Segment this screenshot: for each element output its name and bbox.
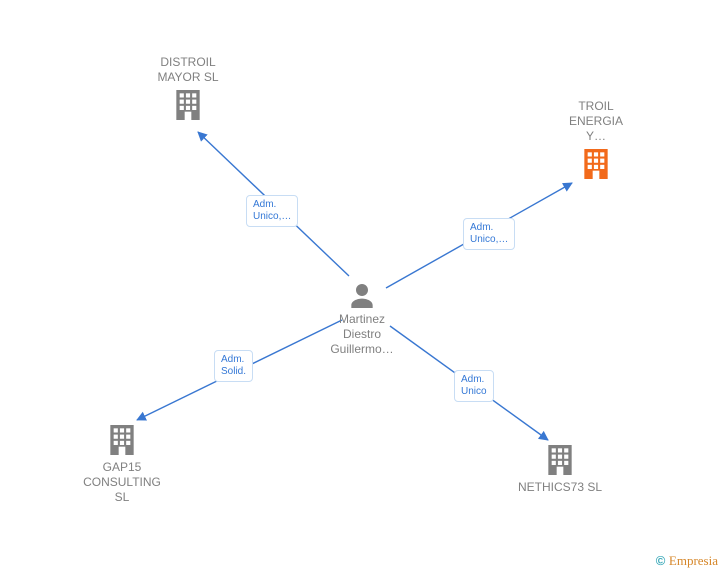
building-icon <box>540 440 580 480</box>
edge-label-distroil: Adm. Unico,… <box>246 195 298 227</box>
copyright-symbol: © <box>656 553 666 568</box>
building-icon <box>168 85 208 125</box>
edge-label-gap15: Adm. Solid. <box>214 350 253 382</box>
company-label: GAP15 CONSULTING SL <box>67 460 177 505</box>
brand-name: Empresia <box>669 553 718 568</box>
company-node-troil[interactable]: TROIL ENERGIA Y… <box>541 99 651 184</box>
company-node-gap15[interactable]: GAP15 CONSULTING SL <box>67 420 177 505</box>
company-node-nethics[interactable]: NETHICS73 SL <box>505 440 615 495</box>
building-icon <box>102 420 142 460</box>
attribution: © Empresia <box>656 553 718 569</box>
edge-label-troil: Adm. Unico,… <box>463 218 515 250</box>
company-label: TROIL ENERGIA Y… <box>541 99 651 144</box>
company-label: DISTROIL MAYOR SL <box>133 55 243 85</box>
center-node[interactable]: Martinez Diestro Guillermo… <box>317 280 407 357</box>
building-icon <box>576 144 616 184</box>
person-icon <box>346 280 378 312</box>
company-label: NETHICS73 SL <box>505 480 615 495</box>
edge-label-nethics: Adm. Unico <box>454 370 494 402</box>
company-node-distroil[interactable]: DISTROIL MAYOR SL <box>133 55 243 125</box>
center-node-label: Martinez Diestro Guillermo… <box>317 312 407 357</box>
